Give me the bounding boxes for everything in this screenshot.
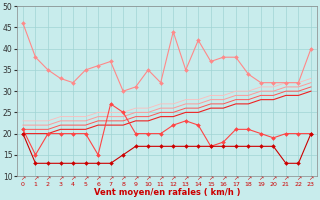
- X-axis label: Vent moyen/en rafales ( km/h ): Vent moyen/en rafales ( km/h ): [94, 188, 240, 197]
